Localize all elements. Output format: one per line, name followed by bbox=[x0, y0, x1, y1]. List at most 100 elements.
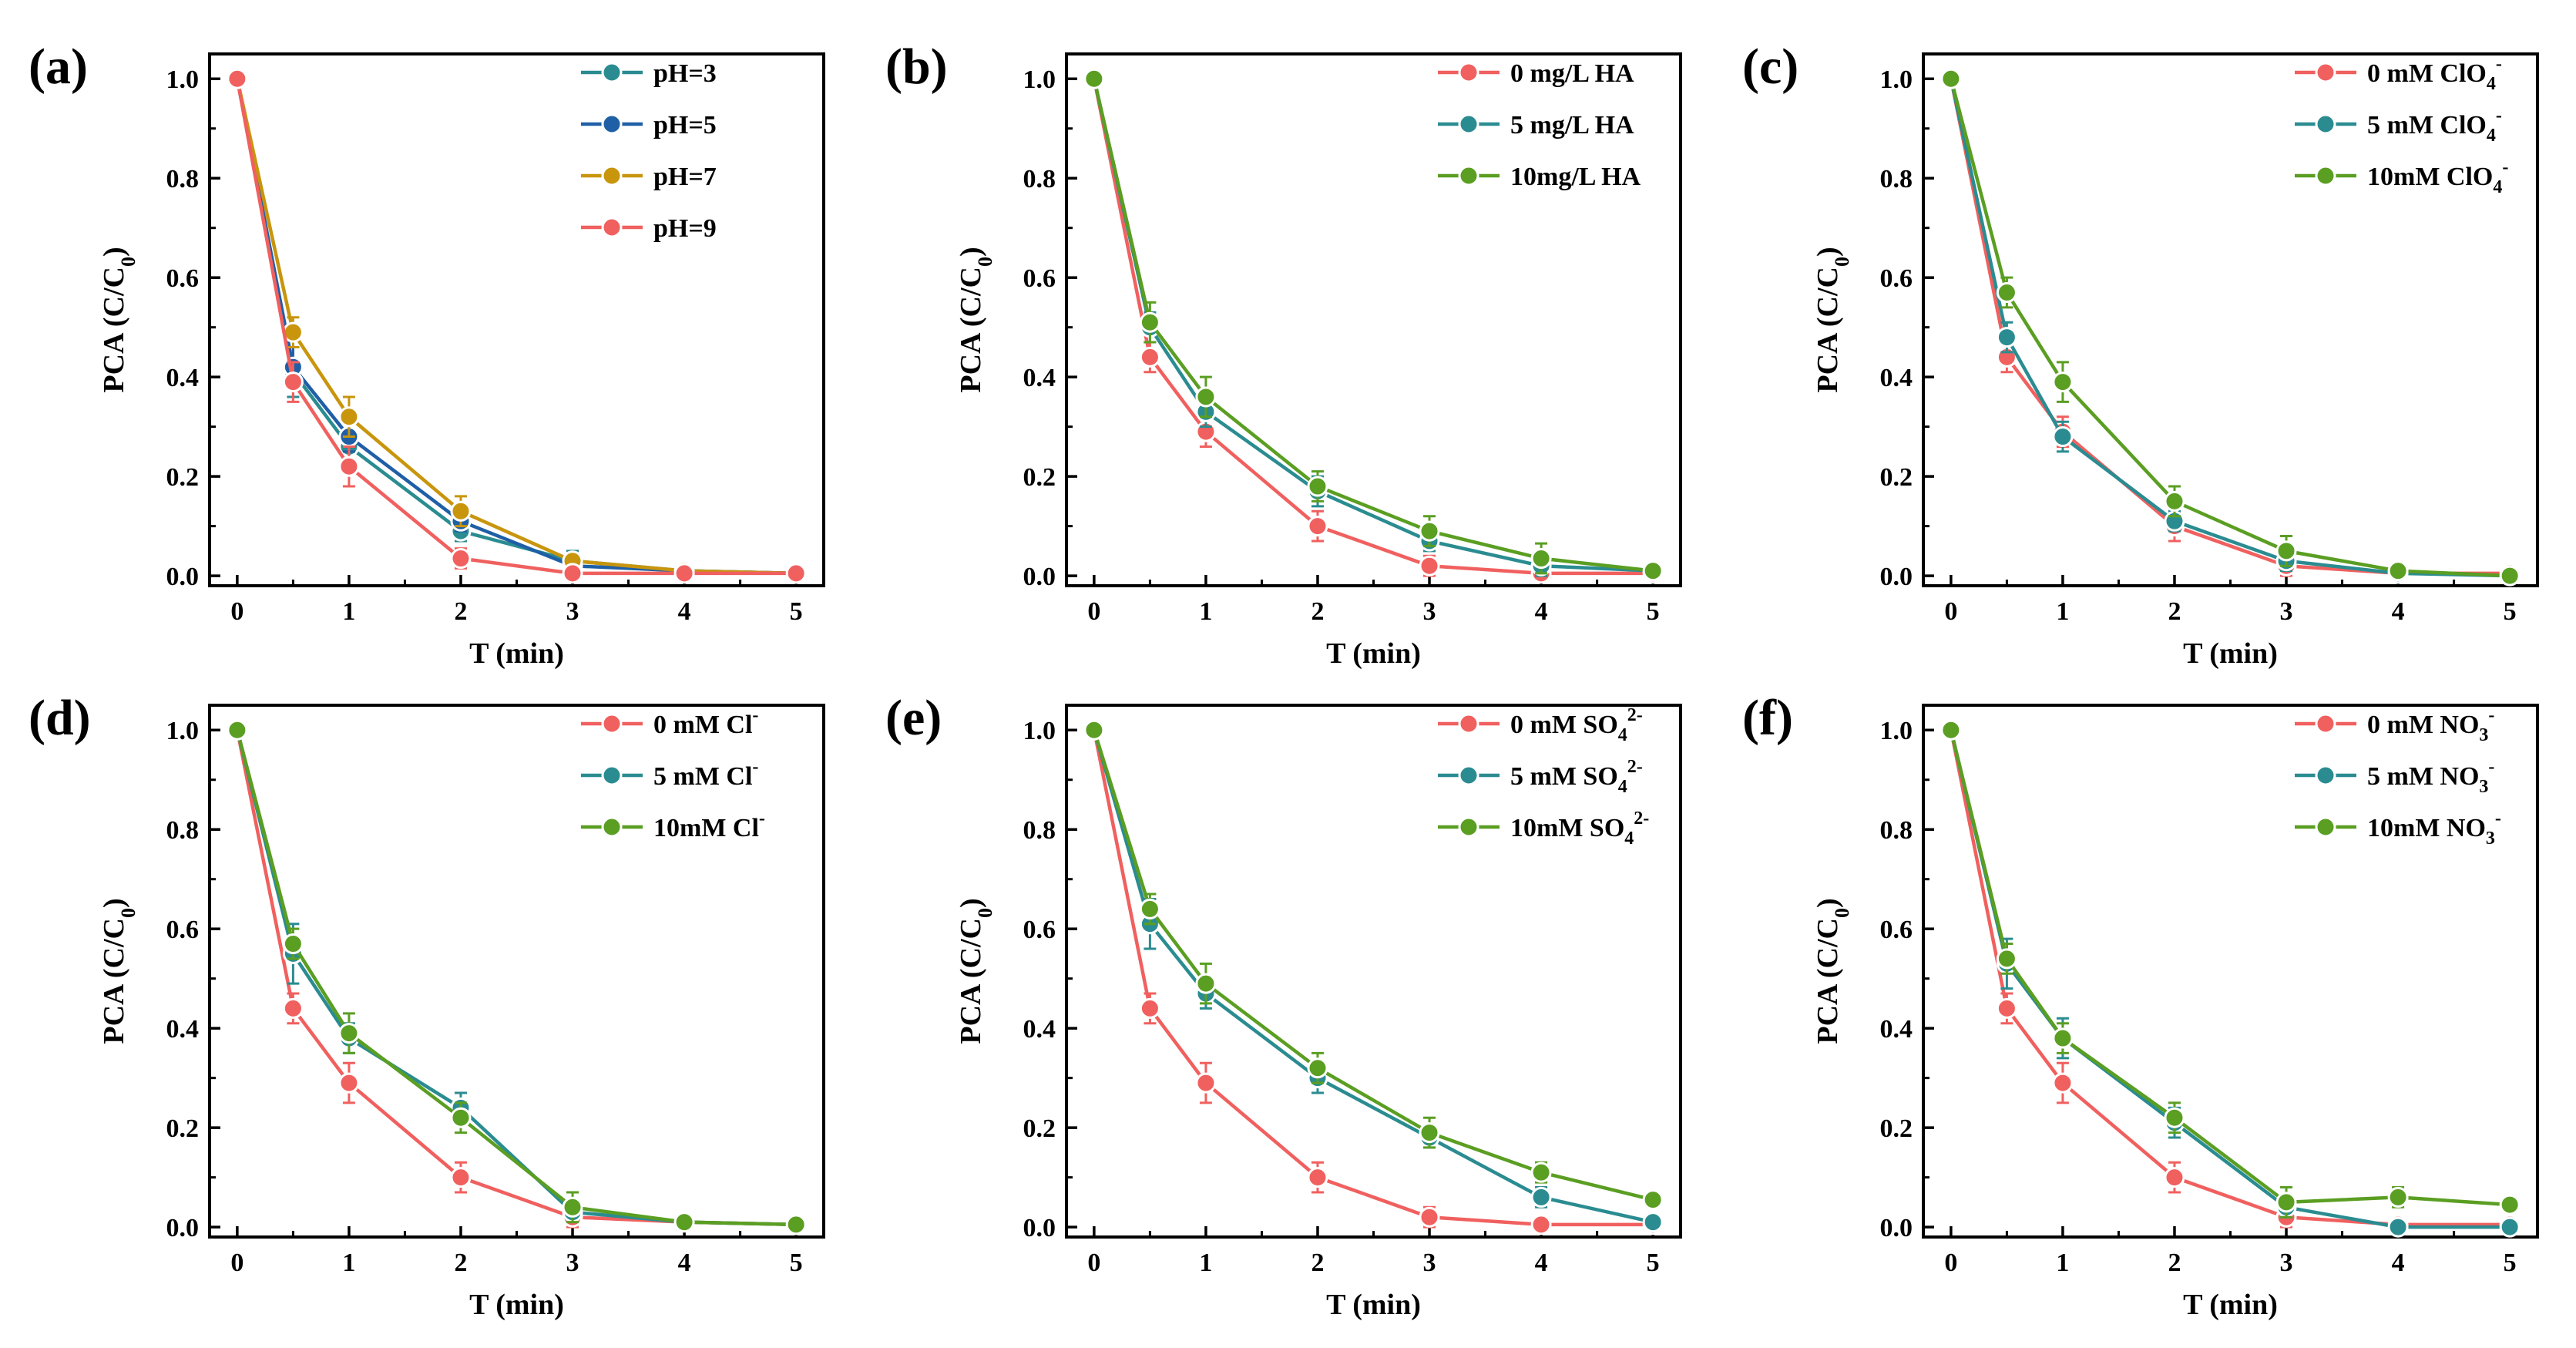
legend: pH=3 pH=5 pH=7 pH=9 bbox=[581, 59, 717, 243]
data-point bbox=[2164, 490, 2185, 512]
data-point bbox=[1307, 476, 1328, 497]
y-tick-label: 1.0 bbox=[1023, 66, 1056, 94]
legend-label: 10mM Cl- bbox=[653, 808, 765, 842]
legend: 0 mM SO42- 5 mM SO42- 10mM SO42- bbox=[1438, 705, 1649, 849]
y-axis-title: PCA (C/C0) bbox=[98, 247, 139, 392]
data-point bbox=[1307, 1167, 1328, 1188]
series-line bbox=[235, 78, 797, 576]
x-tick-label: 5 bbox=[2504, 597, 2517, 626]
data-point bbox=[227, 68, 248, 89]
y-axis-title: PCA (C/C0) bbox=[955, 247, 996, 392]
x-tick-label: 3 bbox=[566, 597, 579, 626]
x-tick-label: 5 bbox=[1647, 1249, 1660, 1277]
data-point bbox=[1530, 548, 1552, 570]
x-tick-label: 0 bbox=[1087, 597, 1100, 626]
legend-marker bbox=[1458, 165, 1479, 187]
x-tick-label: 2 bbox=[454, 1249, 467, 1277]
data-point bbox=[785, 1214, 807, 1235]
y-tick-label: 0.0 bbox=[166, 563, 200, 591]
legend-marker bbox=[1458, 713, 1479, 735]
data-point bbox=[2052, 1072, 2074, 1094]
y-tick-label: 0.8 bbox=[1023, 816, 1056, 845]
data-point bbox=[2499, 1216, 2521, 1238]
legend: 0 mM Cl- 5 mM Cl- 10mM Cl- bbox=[581, 705, 765, 842]
series-1 bbox=[227, 68, 807, 584]
series-line bbox=[1092, 729, 1654, 1227]
legend-marker bbox=[601, 713, 623, 735]
data-point bbox=[338, 1023, 360, 1044]
data-point bbox=[1419, 555, 1440, 577]
data-point bbox=[1940, 719, 1962, 741]
data-point bbox=[562, 1196, 583, 1218]
series-line bbox=[235, 729, 797, 1227]
x-tick-label: 3 bbox=[2280, 597, 2293, 626]
x-tick-label: 4 bbox=[2392, 597, 2405, 626]
series-2 bbox=[1083, 719, 1664, 1233]
legend-marker bbox=[601, 165, 623, 187]
panel-label: (e) bbox=[885, 690, 942, 746]
x-tick-label: 4 bbox=[2392, 1249, 2405, 1277]
x-tick-label: 0 bbox=[1944, 1249, 1957, 1277]
y-axis-title: PCA (C/C0) bbox=[1812, 898, 1853, 1044]
series-line bbox=[235, 729, 797, 1227]
data-point bbox=[2499, 1194, 2521, 1215]
x-axis-title: T (min) bbox=[469, 1289, 564, 1321]
legend-label: 0 mM Cl- bbox=[653, 705, 758, 739]
legend: 0 mM NO3- 5 mM NO3- 10mM NO3- bbox=[2295, 705, 2501, 849]
y-tick-label: 0.4 bbox=[166, 364, 200, 392]
y-tick-label: 0.6 bbox=[1023, 916, 1056, 944]
series-4 bbox=[227, 68, 807, 584]
x-tick-label: 1 bbox=[2056, 597, 2069, 626]
y-tick-label: 0.8 bbox=[1880, 816, 1913, 845]
data-point bbox=[282, 997, 304, 1019]
series-line bbox=[1092, 729, 1654, 1224]
data-point bbox=[450, 1107, 472, 1128]
x-tick-label: 4 bbox=[1535, 597, 1548, 626]
data-point bbox=[1139, 311, 1160, 333]
legend-label: 5 mg/L HA bbox=[1510, 111, 1634, 140]
panel-a: (a) 0.0 0.2 0.4 0.6 0.8 1.0 0 1 2 3 4 5 T (min) PCA (C… bbox=[29, 39, 825, 670]
panel-c: (c) 0.0 0.2 0.4 0.6 0.8 1.0 0 1 2 3 4 5 T (min) PCA (C… bbox=[1742, 39, 2539, 670]
x-tick-label: 2 bbox=[1311, 597, 1324, 626]
legend-marker bbox=[601, 113, 623, 135]
series-3 bbox=[1940, 719, 2521, 1219]
y-tick-label: 0.0 bbox=[1880, 563, 1913, 591]
series-line bbox=[1949, 78, 2511, 578]
data-point bbox=[2275, 1192, 2297, 1213]
series-line bbox=[1092, 78, 1654, 573]
legend-label: 5 mM Cl- bbox=[653, 757, 758, 791]
series-3 bbox=[227, 719, 807, 1235]
data-point bbox=[673, 563, 695, 584]
data-point bbox=[338, 1072, 360, 1094]
y-tick-label: 0.4 bbox=[1023, 1015, 1056, 1044]
y-tick-label: 1.0 bbox=[1023, 717, 1056, 745]
legend-marker bbox=[2315, 713, 2336, 735]
x-tick-label: 3 bbox=[566, 1249, 579, 1277]
data-point bbox=[785, 563, 807, 584]
y-tick-label: 0.8 bbox=[166, 816, 200, 845]
legend-label: pH=9 bbox=[653, 214, 717, 243]
series-line bbox=[235, 78, 797, 576]
x-tick-label: 1 bbox=[1199, 597, 1212, 626]
x-tick-label: 0 bbox=[1944, 597, 1957, 626]
data-point bbox=[450, 548, 472, 570]
series-3 bbox=[1940, 68, 2521, 587]
legend-label: 10mM NO3- bbox=[2367, 808, 2501, 849]
series-line bbox=[235, 78, 797, 576]
x-tick-label: 5 bbox=[790, 1249, 803, 1277]
data-point bbox=[2499, 565, 2521, 587]
y-tick-label: 0.2 bbox=[1880, 463, 1913, 492]
panel-b: (b) 0.0 0.2 0.4 0.6 0.8 1.0 0 1 2 3 4 5 T (min) PCA (C… bbox=[885, 39, 1682, 670]
legend-label: 0 mg/L HA bbox=[1510, 59, 1634, 88]
data-point bbox=[1083, 68, 1105, 89]
series-3 bbox=[1083, 68, 1664, 582]
x-axis-title: T (min) bbox=[2183, 637, 2278, 670]
y-tick-label: 0.0 bbox=[1023, 1214, 1056, 1242]
data-point bbox=[1139, 898, 1160, 919]
data-point bbox=[2052, 371, 2074, 393]
legend-label: 0 mM SO42- bbox=[1510, 705, 1643, 745]
data-point bbox=[1530, 1161, 1552, 1183]
x-tick-label: 2 bbox=[454, 597, 467, 626]
data-point bbox=[2164, 1107, 2185, 1128]
legend-label: 10mM ClO4- bbox=[2367, 157, 2508, 197]
